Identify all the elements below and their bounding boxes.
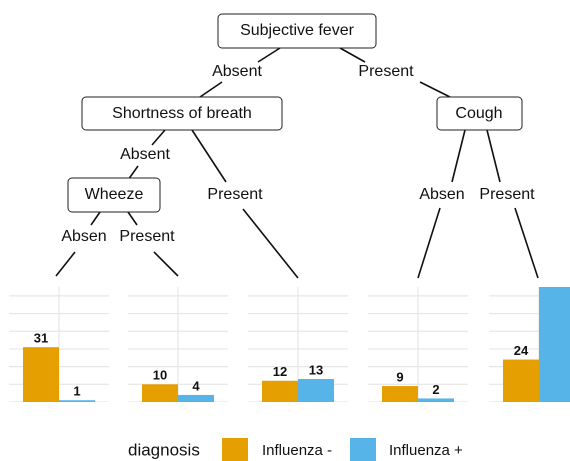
bar — [503, 359, 539, 402]
leaf-panel: 31 1 — [9, 287, 109, 402]
edge-label: Absen — [419, 186, 464, 203]
value-label: 9 — [396, 370, 403, 385]
bar — [382, 386, 418, 402]
edge — [151, 129, 166, 146]
value-label: 2 — [432, 382, 439, 397]
edge — [514, 207, 539, 279]
edge — [451, 129, 466, 183]
value-label: 24 — [514, 343, 529, 358]
node-label: Wheeze — [85, 186, 144, 203]
edge — [191, 129, 227, 183]
edge-label: Present — [119, 228, 175, 245]
edge — [242, 208, 299, 279]
bar — [59, 400, 95, 402]
node-label: Cough — [455, 105, 502, 122]
edge — [339, 47, 366, 63]
bar — [298, 379, 334, 402]
bar — [178, 394, 214, 402]
legend-swatch — [350, 438, 376, 461]
leaf-panel: 92 — [368, 287, 468, 402]
legend-label: Influenza - — [262, 442, 332, 459]
value-label: 12 — [273, 364, 287, 379]
bar — [142, 384, 178, 402]
edge — [90, 211, 101, 226]
value-label: 4 — [192, 378, 200, 393]
node-box — [217, 13, 377, 49]
edge — [199, 81, 223, 98]
legend-swatch — [222, 438, 248, 461]
edge — [127, 211, 138, 226]
edge-label: Present — [207, 186, 263, 203]
bar — [23, 347, 59, 402]
edge-label: Present — [479, 186, 535, 203]
value-label: 10 — [153, 368, 167, 383]
edge-label: Absen — [61, 228, 106, 245]
edge — [486, 129, 501, 183]
leaf-panel: 10 4 — [128, 287, 228, 402]
value-label: 70 — [550, 262, 564, 277]
edge — [417, 207, 441, 279]
leaf-panel: 12 13 — [248, 287, 348, 402]
node-box — [67, 177, 161, 213]
node-box — [436, 96, 523, 131]
value-label: 31 — [34, 331, 48, 346]
node-label: Subjective fever — [240, 22, 355, 39]
value-label: 13 — [309, 362, 323, 377]
edges — [55, 47, 539, 279]
value-label: 1 — [73, 384, 80, 399]
node-label: Shortness of breath — [112, 105, 252, 122]
node-box — [81, 96, 283, 131]
edge — [55, 251, 76, 277]
bar — [539, 287, 570, 402]
edge — [419, 81, 451, 98]
leaf-panel: 24 70 — [489, 262, 570, 402]
edge — [153, 251, 179, 277]
edge-label: Present — [358, 63, 414, 80]
legend-label: Influenza + — [389, 442, 463, 459]
legend-title: diagnosis — [128, 440, 200, 459]
edge-label: Absent — [212, 63, 262, 80]
bar — [418, 398, 454, 402]
edge — [257, 47, 281, 63]
edge-label: Absent — [120, 146, 170, 163]
bar — [262, 380, 298, 402]
